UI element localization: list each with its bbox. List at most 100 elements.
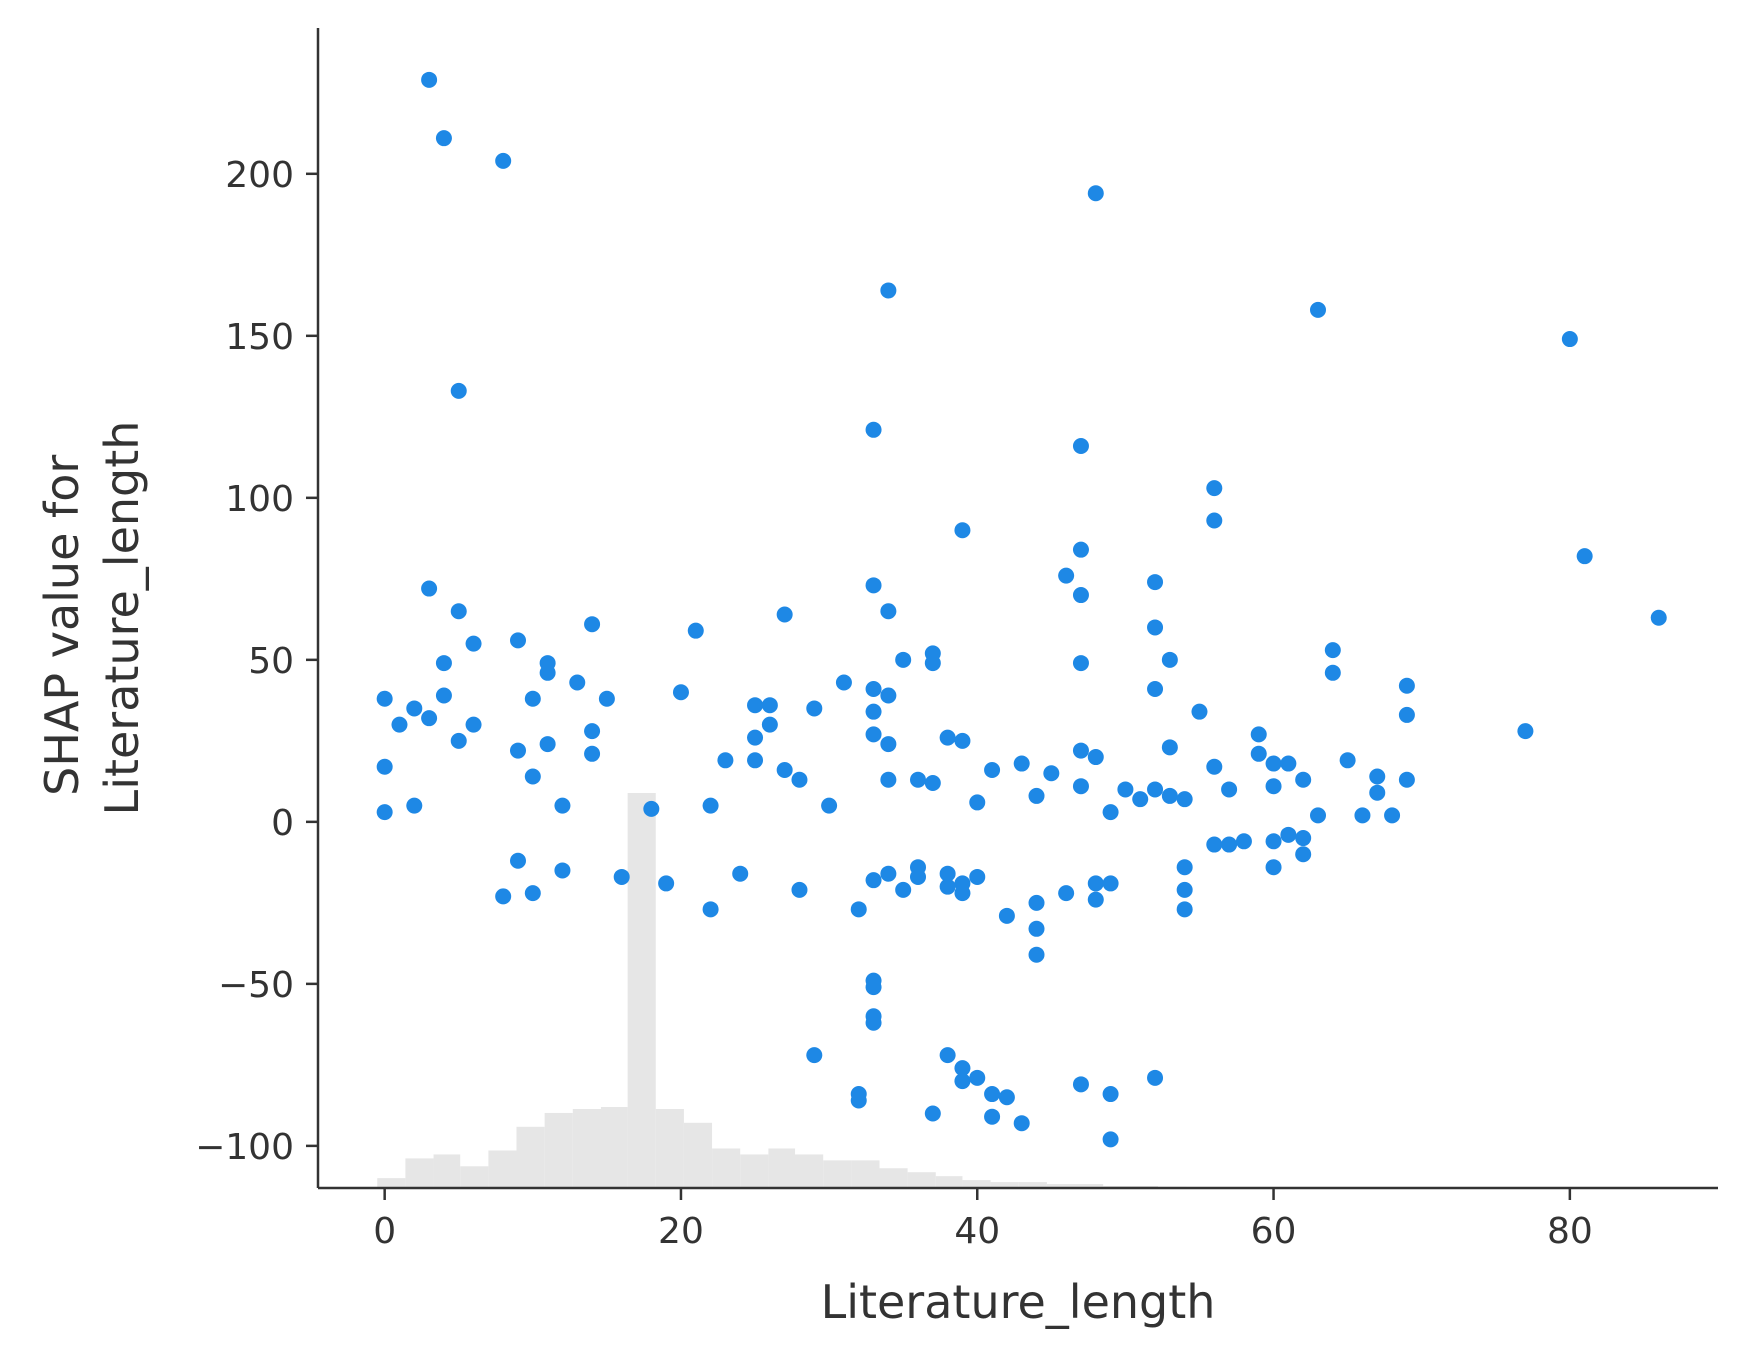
scatter-point xyxy=(880,282,897,299)
scatter-point xyxy=(1339,752,1356,769)
scatter-point xyxy=(1161,739,1178,756)
scatter-point xyxy=(1176,881,1193,898)
scatter-point xyxy=(1087,875,1104,892)
scatter-point xyxy=(1072,1076,1089,1093)
scatter-point xyxy=(998,1089,1015,1106)
scatter-point xyxy=(1058,885,1075,902)
scatter-point xyxy=(939,729,956,746)
scatter-point xyxy=(895,881,912,898)
y-axis-label-line-1: SHAP value for xyxy=(35,455,89,796)
scatter-point xyxy=(1369,784,1386,801)
scatter-point xyxy=(1206,480,1223,497)
scatter-point xyxy=(865,726,882,743)
scatter-point xyxy=(865,681,882,698)
y-axis-label: SHAP value for Literature_length xyxy=(35,421,149,816)
scatter-points xyxy=(376,71,1667,1148)
scatter-point xyxy=(465,635,482,652)
histogram-bar xyxy=(1046,1184,1076,1188)
y-ticks: −100 −50 0 50 100 150 200 xyxy=(195,155,318,1168)
histogram-bar xyxy=(627,793,656,1188)
scatter-point xyxy=(761,697,778,714)
scatter-point xyxy=(910,771,926,788)
scatter-point xyxy=(450,382,467,399)
scatter-point xyxy=(584,616,601,633)
scatter-point xyxy=(939,1047,956,1064)
scatter-point xyxy=(1072,655,1089,672)
scatter-point xyxy=(1221,836,1238,853)
scatter-point xyxy=(835,674,852,691)
scatter-point xyxy=(1295,771,1312,788)
y-tick-label: 50 xyxy=(248,641,294,682)
scatter-point xyxy=(865,1014,882,1031)
scatter-point xyxy=(1028,920,1045,937)
scatter-point xyxy=(1191,703,1208,720)
x-tick-label: 20 xyxy=(658,1211,704,1252)
histogram-bar xyxy=(907,1172,936,1188)
scatter-point xyxy=(1176,859,1193,876)
scatter-point xyxy=(465,716,482,733)
scatter-point xyxy=(554,797,571,814)
scatter-point xyxy=(613,868,630,885)
histogram xyxy=(377,793,1243,1188)
histogram-bar xyxy=(544,1112,573,1188)
scatter-point xyxy=(1176,791,1193,808)
scatter-point xyxy=(376,758,393,775)
scatter-point xyxy=(1087,185,1104,202)
scatter-point xyxy=(524,690,541,707)
scatter-point xyxy=(880,771,897,788)
scatter-point xyxy=(1072,541,1089,558)
histogram-bar xyxy=(460,1166,489,1188)
histogram-bar xyxy=(683,1122,713,1188)
scatter-point xyxy=(1102,1131,1119,1148)
scatter-point xyxy=(1072,742,1089,759)
scatter-point xyxy=(406,700,423,717)
histogram-bar xyxy=(851,1160,880,1188)
x-tick-label: 80 xyxy=(1547,1211,1593,1252)
scatter-point xyxy=(1028,787,1045,804)
scatter-point xyxy=(1206,512,1223,529)
histogram-bar xyxy=(600,1107,628,1188)
scatter-point xyxy=(1265,778,1282,795)
scatter-point xyxy=(450,732,467,749)
scatter-point xyxy=(747,752,764,769)
scatter-point xyxy=(880,865,897,882)
scatter-point xyxy=(672,684,689,701)
scatter-point xyxy=(598,690,615,707)
scatter-point xyxy=(1280,826,1297,843)
scatter-point xyxy=(924,774,941,791)
histogram-bar xyxy=(1018,1182,1047,1188)
histogram-bar xyxy=(377,1178,406,1188)
scatter-point xyxy=(1310,807,1326,824)
scatter-point xyxy=(865,872,882,889)
scatter-point xyxy=(1147,1069,1164,1086)
histogram-bar xyxy=(516,1126,545,1188)
histogram-bar xyxy=(962,1180,991,1188)
scatter-point xyxy=(821,797,838,814)
scatter-point xyxy=(450,603,467,620)
scatter-point xyxy=(717,752,734,769)
scatter-point xyxy=(1517,723,1534,740)
scatter-point xyxy=(421,580,438,597)
scatter-point xyxy=(954,732,971,749)
x-tick-label: 0 xyxy=(373,1211,396,1252)
histogram-bar xyxy=(935,1176,963,1188)
scatter-point xyxy=(1147,681,1164,698)
scatter-point xyxy=(702,797,719,814)
scatter-point xyxy=(1280,755,1297,772)
histogram-bar xyxy=(768,1148,796,1188)
scatter-point xyxy=(1265,833,1282,850)
scatter-point xyxy=(998,907,1015,924)
y-tick-label: 150 xyxy=(225,317,294,358)
scatter-point xyxy=(791,771,808,788)
scatter-point xyxy=(969,1069,986,1086)
scatter-point xyxy=(924,1105,941,1122)
histogram-bar xyxy=(740,1154,769,1188)
scatter-point xyxy=(1072,437,1089,454)
scatter-point xyxy=(969,794,986,811)
scatter-point xyxy=(1161,787,1178,804)
scatter-point xyxy=(1310,301,1326,318)
scatter-point xyxy=(1235,833,1252,850)
histogram-bar xyxy=(1075,1184,1104,1188)
scatter-point xyxy=(1102,804,1119,821)
scatter-point xyxy=(954,1060,971,1077)
